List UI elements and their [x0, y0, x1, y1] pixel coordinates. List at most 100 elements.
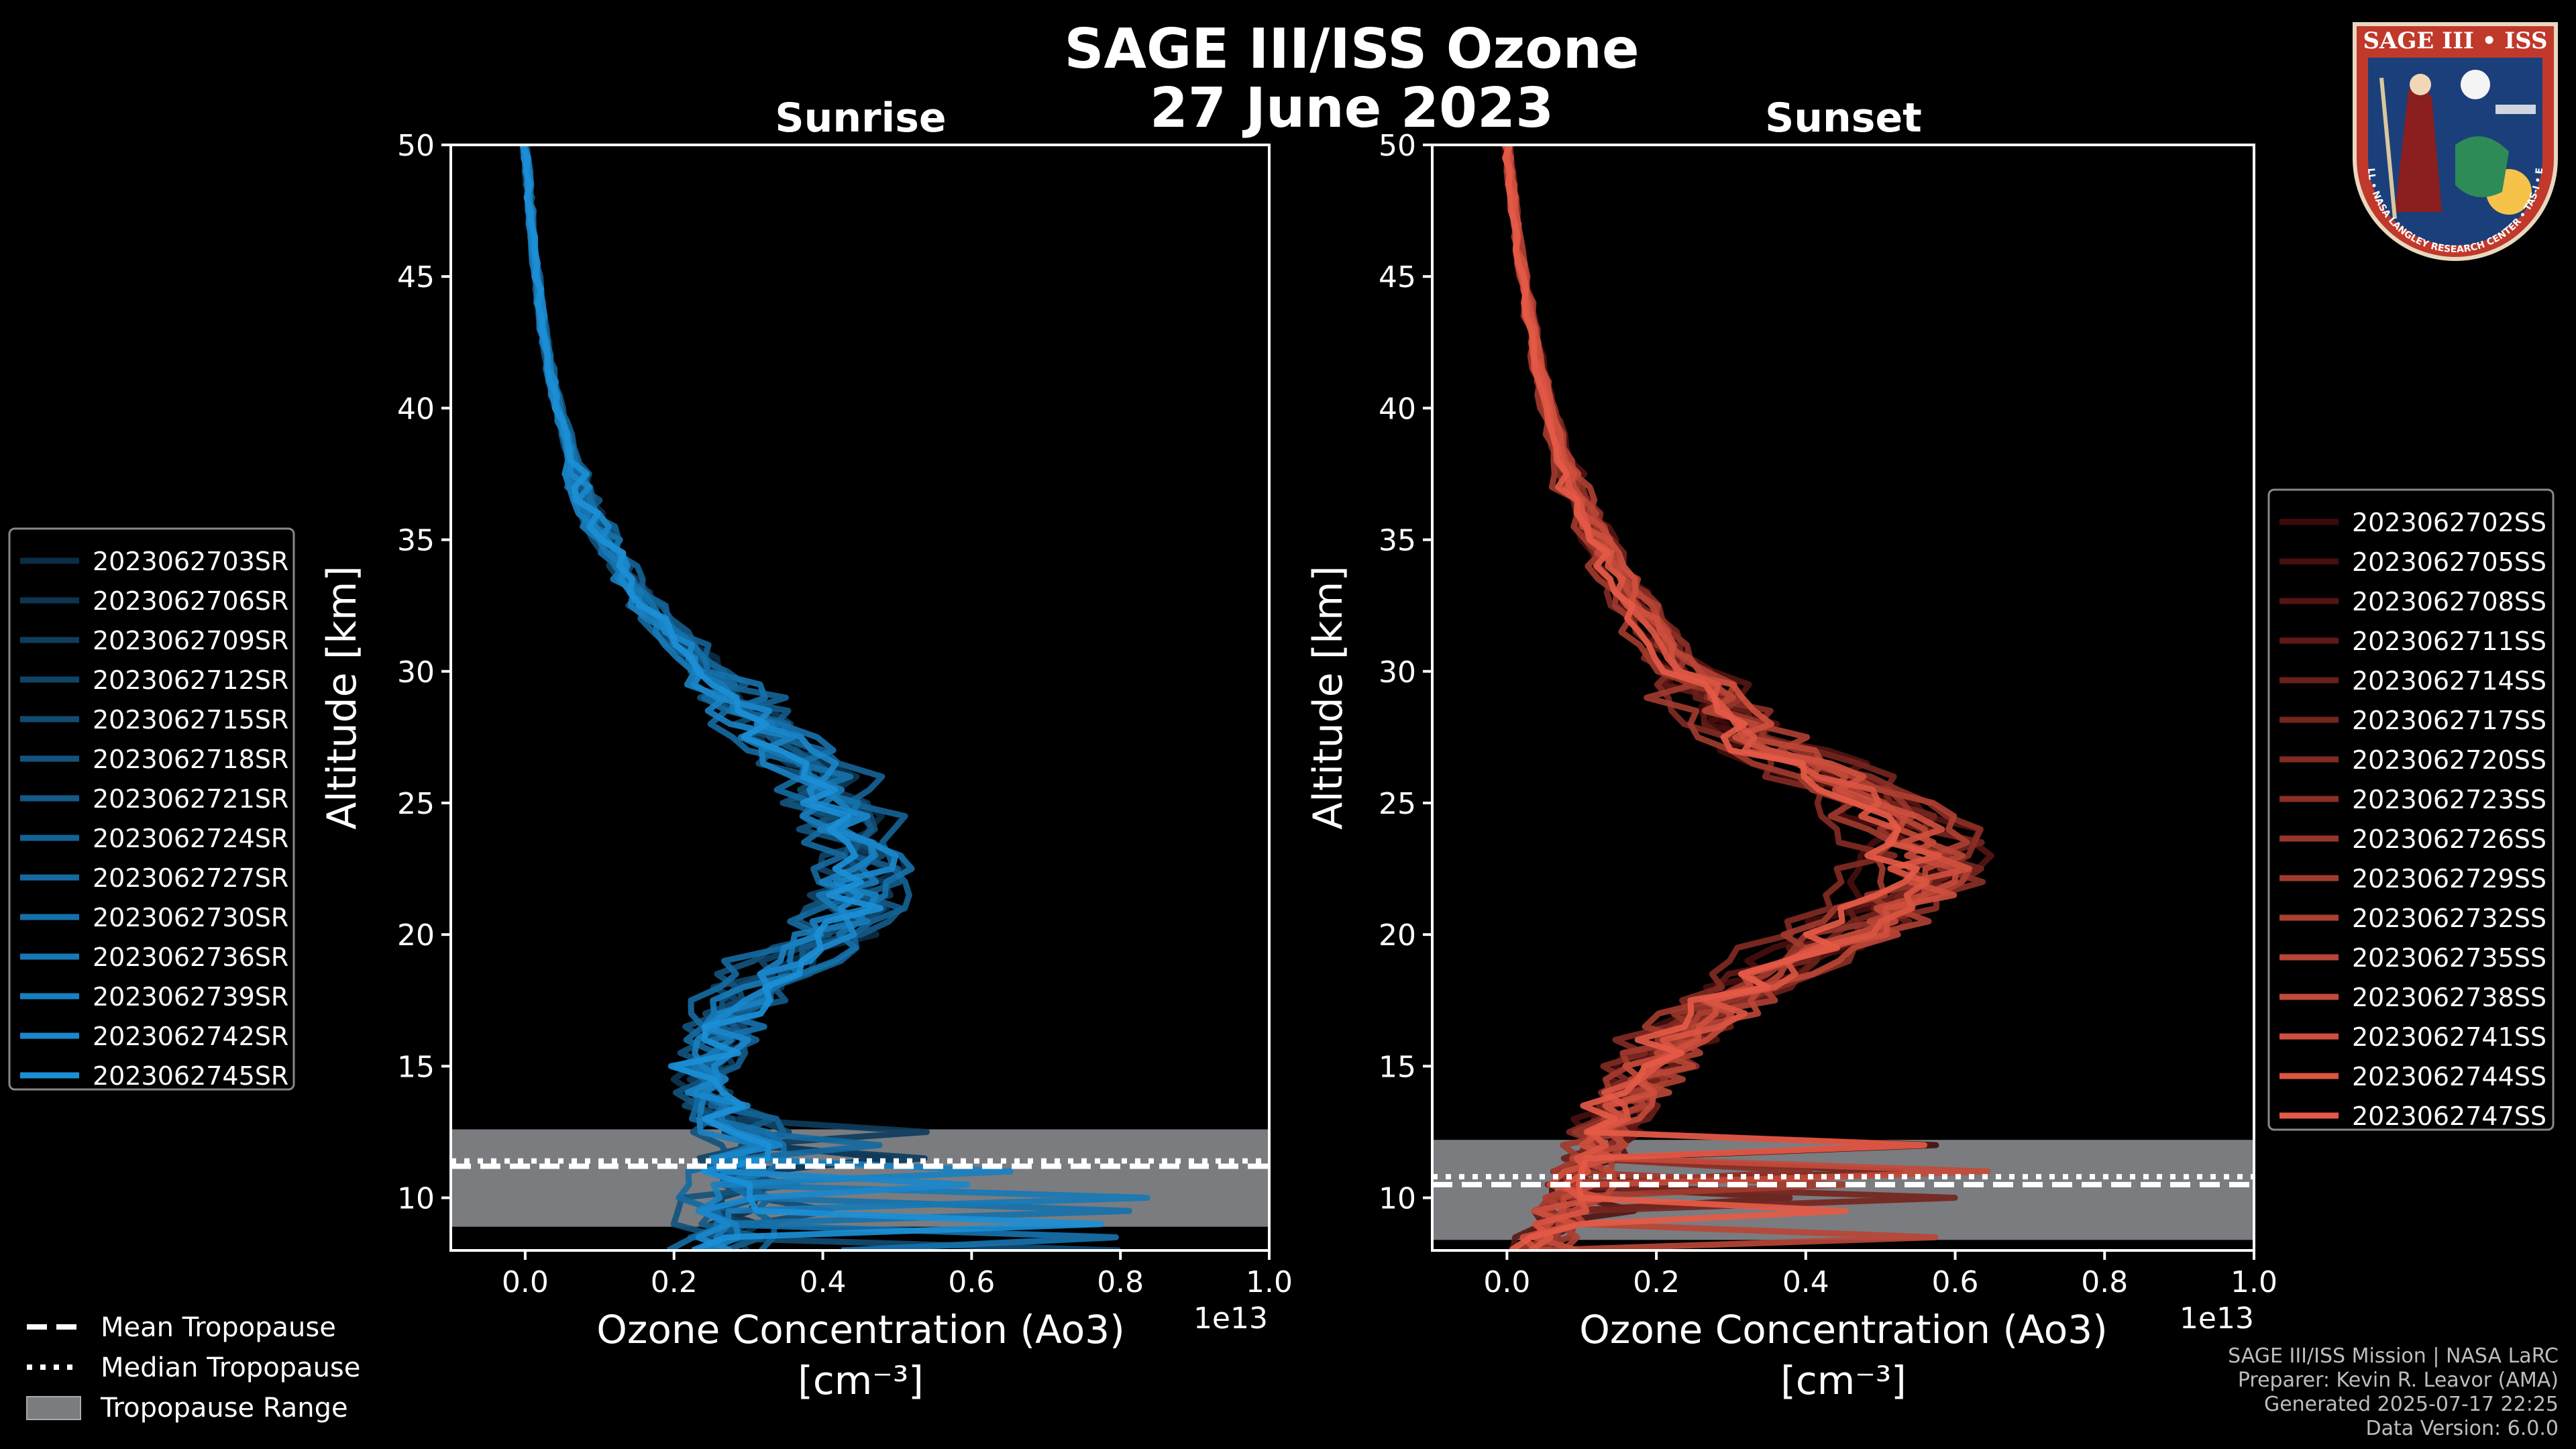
sunrise-y-axis-label: Altitude [km]: [319, 566, 366, 830]
sunrise-y-tick-label: 45: [397, 260, 435, 294]
wizard-figure-icon: [2395, 86, 2442, 212]
sunrise-y-tick-label: 15: [397, 1050, 435, 1084]
sunrise-x-axis-label: Ozone Concentration (Ao3): [596, 1307, 1125, 1352]
sunset-x-tick-label: 0.0: [1483, 1265, 1530, 1299]
sunrise-legend-label: 2023062730SR: [93, 903, 288, 932]
sunset-y-tick-label: 40: [1379, 392, 1416, 426]
sunset-legend-label: 2023062726SS: [2352, 824, 2546, 854]
sunrise-legend-label: 2023062721SR: [93, 784, 288, 814]
mean-tropopause-label: Mean Tropopause: [101, 1312, 336, 1343]
tropopause-legend: Mean Tropopause Median Tropopause Tropop…: [26, 1312, 360, 1424]
sunset-x-scale-label: 1e13: [2180, 1301, 2254, 1336]
sunrise-x-tick-label: 0.2: [651, 1265, 698, 1299]
sunset-x-axis-unit: [cm⁻³]: [1780, 1358, 1907, 1403]
sunset-y-tick-label: 30: [1379, 655, 1416, 690]
sunrise-x-tick-label: 0.8: [1097, 1265, 1144, 1299]
sunset-panel: Sunset 0.0 0.2 0.4 0.6 0.8 1.0 10 15 20 25 30 35 40 4…: [1305, 95, 2277, 1403]
staff-icon: [2379, 77, 2397, 219]
sunrise-legend-label: 2023062745SR: [93, 1061, 288, 1091]
sunrise-legend-label: 2023062709SR: [93, 626, 288, 655]
sunset-y-tick-label: 20: [1379, 918, 1416, 953]
sunset-x-tick-label: 0.6: [1932, 1265, 1979, 1299]
sunrise-legend-label: 2023062712SR: [93, 665, 288, 695]
logo-mission-text: SAGE III • ISS: [2363, 28, 2547, 54]
sunset-axes-frame: [1431, 144, 2255, 1252]
earth-landmass-icon: [2455, 136, 2509, 197]
wizard-face-icon: [2410, 74, 2431, 95]
sunrise-legend-label: 2023062706SR: [93, 586, 288, 616]
sunrise-x-tick-label: 0.0: [502, 1265, 549, 1299]
sunrise-panel: Sunrise 0.0 0.2 0.4 0.6 0.8 1.0 10 15 20 25 30 35 40…: [319, 95, 1293, 1403]
sunset-panel-title: Sunset: [1765, 95, 1922, 142]
sunrise-legend-label: 2023062736SR: [93, 943, 288, 972]
sunrise-y-tick-label: 20: [397, 918, 435, 953]
sunset-legend-label: 2023062711SS: [2352, 627, 2546, 656]
sunset-plot-area: [1432, 145, 2254, 1250]
sunrise-legend-label: 2023062703SR: [93, 547, 288, 576]
sunrise-x-axis-unit: [cm⁻³]: [798, 1358, 924, 1403]
sunset-x-tick-label: 0.8: [2081, 1265, 2128, 1299]
sunrise-legend: 2023062703SR 2023062706SR 2023062709SR 2023…: [8, 527, 295, 1091]
sunrise-x-tick-label: 0.4: [800, 1265, 847, 1299]
sunset-legend-label: 2023062705SS: [2352, 547, 2546, 577]
sunset-legend-label: 2023062732SS: [2352, 904, 2546, 933]
sunrise-legend-label: 2023062718SR: [93, 745, 288, 774]
sunset-legend-label: 2023062723SS: [2352, 785, 2546, 814]
sunset-legend-label: 2023062714SS: [2352, 666, 2546, 696]
sunrise-y-tick-label: 40: [397, 392, 435, 426]
sunrise-legend-label: 2023062739SR: [93, 982, 288, 1012]
sunrise-legend-label: 2023062742SR: [93, 1022, 288, 1051]
sunset-y-tick-label: 10: [1379, 1182, 1416, 1216]
tropopause-range-label: Tropopause Range: [100, 1393, 348, 1424]
moon-icon: [2461, 70, 2490, 99]
sunrise-panel-title: Sunrise: [775, 95, 946, 142]
sunrise-y-tick-label: 10: [397, 1182, 435, 1216]
sunset-legend-label: 2023062729SS: [2352, 864, 2546, 894]
footer-preparer: Preparer: Kevin R. Leavor (AMA): [2237, 1368, 2559, 1392]
sunrise-y-tick-label: 25: [397, 787, 435, 821]
sunset-legend-label: 2023062708SS: [2352, 587, 2546, 616]
sunset-legend-label: 2023062735SS: [2352, 943, 2546, 973]
sunrise-legend-label: 2023062715SR: [93, 705, 288, 735]
sunrise-legend-label: 2023062727SR: [93, 863, 288, 893]
sunset-legend-label: 2023062720SS: [2352, 745, 2546, 775]
sunrise-y-tick-label: 35: [397, 524, 435, 558]
sunrise-y-tick-label: 50: [397, 129, 435, 163]
median-tropopause-label: Median Tropopause: [101, 1352, 360, 1383]
sunset-x-tick-label: 0.2: [1633, 1265, 1680, 1299]
sunrise-x-scale-label: 1e13: [1193, 1301, 1268, 1336]
sunset-legend-label: 2023062702SS: [2352, 508, 2546, 537]
sunset-legend-label: 2023062738SS: [2352, 983, 2546, 1012]
iss-station-icon: [2496, 105, 2536, 114]
sunset-legend-label: 2023062741SS: [2352, 1022, 2546, 1052]
sunrise-plot-area: [451, 145, 1269, 1250]
sunrise-axes-frame: [449, 144, 1271, 1252]
sunset-legend-label: 2023062747SS: [2352, 1102, 2546, 1131]
sunset-y-tick-label: 25: [1379, 787, 1416, 821]
sunrise-legend-label: 2023062724SR: [93, 824, 288, 853]
sunset-x-axis-label: Ozone Concentration (Ao3): [1579, 1307, 2108, 1352]
tropopause-range-swatch: [26, 1396, 81, 1420]
sunset-y-tick-label: 35: [1379, 524, 1416, 558]
footer-mission: SAGE III/ISS Mission | NASA LaRC: [2228, 1344, 2559, 1368]
sunset-legend-label: 2023062717SS: [2352, 706, 2546, 735]
figure-date: 27 June 2023: [1149, 76, 1554, 140]
sunset-legend: 2023062702SS 2023062705SS 2023062708SS 2023…: [2267, 488, 2555, 1131]
sunset-legend-label: 2023062744SS: [2352, 1062, 2546, 1091]
sunrise-x-tick-label: 0.6: [948, 1265, 995, 1299]
footer-data-version: Data Version: 6.0.0: [2365, 1417, 2559, 1440]
sunset-y-axis-label: Altitude [km]: [1305, 566, 1352, 830]
sage-iii-iss-mission-logo: SAGE III • ISS BALL • NASA LANGLEY RESEA…: [2341, 11, 2558, 261]
footer-generated: Generated 2025-07-17 22:25: [2263, 1393, 2559, 1416]
figure-title: SAGE III/ISS Ozone: [1064, 17, 1640, 81]
sunset-x-tick-label: 1.0: [2231, 1265, 2277, 1299]
sunset-y-tick-label: 45: [1379, 260, 1416, 294]
sunset-y-tick-label: 15: [1379, 1050, 1416, 1084]
sunset-y-tick-label: 50: [1379, 129, 1416, 163]
sunrise-y-tick-label: 30: [397, 655, 435, 690]
sunset-profile-line: [1502, 144, 1928, 1251]
sunset-x-tick-label: 0.4: [1782, 1265, 1829, 1299]
sunrise-profile-line: [519, 144, 1104, 1251]
sunrise-x-tick-label: 1.0: [1246, 1265, 1293, 1299]
